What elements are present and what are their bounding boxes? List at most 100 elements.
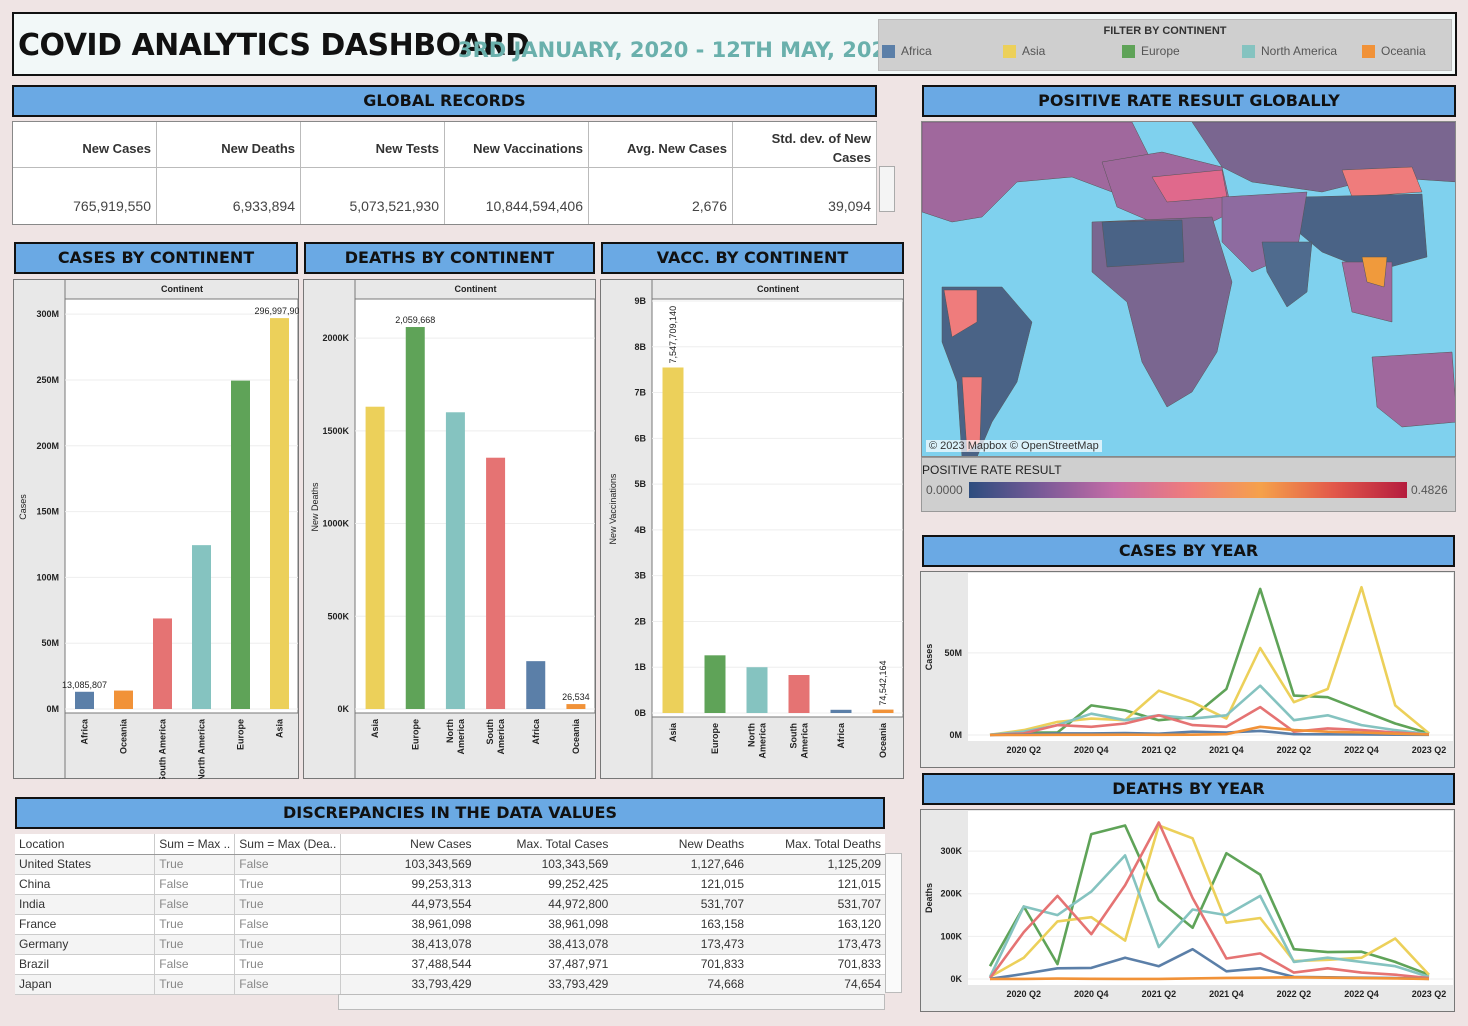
- x-tick-label: 2021 Q4: [1209, 989, 1244, 999]
- x-tick-label: 2021 Q2: [1142, 745, 1177, 755]
- y-tick-label: 9B: [634, 296, 646, 306]
- value-cell: 99,252,425: [475, 874, 613, 895]
- world-map-shapes: [922, 122, 1455, 456]
- y-tick-label: 2B: [634, 616, 646, 626]
- legend-item-north-america[interactable]: North America: [1242, 44, 1337, 58]
- cases-by-year-chart[interactable]: 0M 50M Cases 2020 Q2 2020 Q4 2021 Q2 2021 Q4 20…: [920, 571, 1455, 768]
- y-tick-label: 0M: [949, 730, 962, 740]
- value-cell: 1,127,646: [612, 854, 749, 875]
- discrepancies-hscrollbar[interactable]: [338, 994, 885, 1010]
- legend-swatch: [1242, 44, 1255, 58]
- record-value: 5,073,521,930: [349, 198, 439, 214]
- column-header[interactable]: Max. Total Deaths: [748, 834, 885, 855]
- location-cell: Germany: [15, 934, 156, 955]
- y-tick-label: 500K: [327, 611, 349, 621]
- cases-by-year-banner: CASES BY YEAR: [922, 535, 1455, 567]
- y-tick-label: 100M: [36, 572, 59, 582]
- deaths-by-continent-chart[interactable]: Continent 0K 500K 1000K 1500K 2000K New Deaths…: [303, 279, 596, 779]
- map-region-north-america: [922, 122, 1153, 223]
- plot-area: [968, 573, 1453, 741]
- record-header: Std. dev. of New Cases: [771, 131, 871, 165]
- y-tick-label: 100K: [940, 931, 962, 941]
- category-label: South America: [158, 718, 168, 779]
- category-label: Oceania: [878, 722, 888, 758]
- map-banner: POSITIVE RATE RESULT GLOBALLY: [922, 85, 1456, 117]
- global-record-new-tests: New Tests 5,073,521,930: [301, 122, 445, 224]
- column-header[interactable]: Sum = Max ..: [154, 834, 236, 855]
- category-label: North: [445, 719, 455, 743]
- match-flag-cell: True: [234, 934, 342, 955]
- value-cell: 44,972,800: [475, 894, 613, 915]
- legend-item-asia[interactable]: Asia: [1003, 44, 1045, 58]
- data-label: 13,085,807: [62, 680, 107, 690]
- global-record-new-deaths: New Deaths 6,933,894: [157, 122, 301, 224]
- legend-label: Africa: [901, 44, 932, 58]
- y-axis-label: Cases: [924, 644, 934, 671]
- legend-item-europe[interactable]: Europe: [1122, 44, 1180, 58]
- discrepancies-banner: DISCREPANCIES IN THE DATA VALUES: [15, 797, 885, 829]
- value-cell: 33,793,429: [475, 974, 613, 995]
- value-cell: 74,654: [748, 974, 885, 995]
- x-tick-label: 2023 Q2: [1412, 989, 1447, 999]
- y-tick-label: 1000K: [322, 519, 349, 529]
- series-line-asia: [989, 585, 1430, 737]
- column-header[interactable]: Sum = Max (Dea..: [234, 834, 342, 855]
- discrepancies-vscrollbar[interactable]: [885, 853, 902, 993]
- bar-asia: [365, 406, 385, 709]
- bar-europe: [704, 655, 726, 713]
- y-tick-label: 1500K: [322, 426, 349, 436]
- category-label: South: [485, 719, 495, 745]
- location-cell: India: [15, 894, 156, 915]
- positive-rate-map[interactable]: © 2023 Mapbox © OpenStreetMap: [921, 121, 1456, 457]
- vacc-by-continent-chart[interactable]: Continent 0B 1B 2B 3B 4B 5B 6B 7B 8B 9B New Vaccina…: [600, 279, 904, 779]
- series-line-oceania: [989, 976, 1430, 981]
- colorbar-max: 0.4826: [1411, 483, 1448, 497]
- global-record-new-cases: New Cases 765,919,550: [13, 122, 157, 224]
- match-flag-cell: True: [154, 854, 236, 875]
- match-flag-cell: False: [234, 854, 342, 875]
- deaths-by-year-chart[interactable]: 0K 100K 200K 300K Deaths 2020 Q2 2020 Q4 2021 Q…: [920, 809, 1455, 1012]
- legend-item-oceania[interactable]: Oceania: [1362, 44, 1426, 58]
- y-tick-label: 150M: [36, 507, 59, 517]
- y-tick-label: 300M: [36, 309, 59, 319]
- colorbar-title: POSITIVE RATE RESULT: [922, 463, 1062, 477]
- category-label: America: [496, 718, 506, 755]
- column-header[interactable]: Location: [15, 834, 156, 855]
- y-axis-label: New Deaths: [310, 482, 320, 532]
- map-region-china: [1291, 193, 1428, 273]
- continent-filter[interactable]: FILTER BY CONTINENT Africa Asia Europe Nort…: [878, 19, 1452, 71]
- y-axis-label: Cases: [18, 494, 28, 520]
- plot-area: [354, 298, 596, 714]
- colorbar-min: 0.0000: [926, 483, 963, 497]
- y-axis-label: New Vaccinations: [608, 473, 618, 544]
- legend-item-africa[interactable]: Africa: [882, 44, 932, 58]
- record-header: New Tests: [375, 140, 439, 156]
- global-records-scrollbar[interactable]: [879, 166, 895, 212]
- value-cell: 33,793,429: [340, 974, 476, 995]
- bar-europe: [405, 327, 425, 709]
- discrepancies-table: Location Sum = Max .. Sum = Max (Dea.. New …: [15, 834, 885, 995]
- value-cell: 37,488,544: [340, 954, 476, 975]
- category-label: North America: [197, 718, 207, 779]
- column-header[interactable]: New Deaths: [612, 834, 749, 855]
- table-row: Japan True False 33,793,429 33,793,429 74,668…: [15, 974, 885, 995]
- location-cell: Japan: [15, 974, 156, 995]
- cases-by-continent-chart[interactable]: Continent 0M 50M 100M 150M 200M 250M 300M Cases 1…: [13, 279, 299, 779]
- table-row: India False True 44,973,554 44,972,800 531,70…: [15, 894, 885, 915]
- series-line-north-america: [989, 684, 1430, 737]
- series-line-north-america: [988, 854, 1430, 979]
- y-tick-label: 300K: [940, 846, 962, 856]
- match-flag-cell: True: [154, 974, 236, 995]
- value-cell: 173,473: [748, 934, 885, 955]
- y-tick-label: 0K: [950, 974, 962, 984]
- column-header[interactable]: Max. Total Cases: [475, 834, 613, 855]
- category-label: Asia: [275, 718, 285, 738]
- column-header[interactable]: New Cases: [340, 834, 476, 855]
- value-cell: 701,833: [748, 954, 885, 975]
- match-flag-cell: True: [234, 954, 342, 975]
- y-tick-label: 0B: [634, 708, 646, 718]
- x-tick-label: 2022 Q2: [1277, 745, 1312, 755]
- table-header-row: Location Sum = Max .. Sum = Max (Dea.. New …: [15, 834, 885, 855]
- value-cell: 44,973,554: [340, 894, 476, 915]
- legend-label: Oceania: [1381, 44, 1426, 58]
